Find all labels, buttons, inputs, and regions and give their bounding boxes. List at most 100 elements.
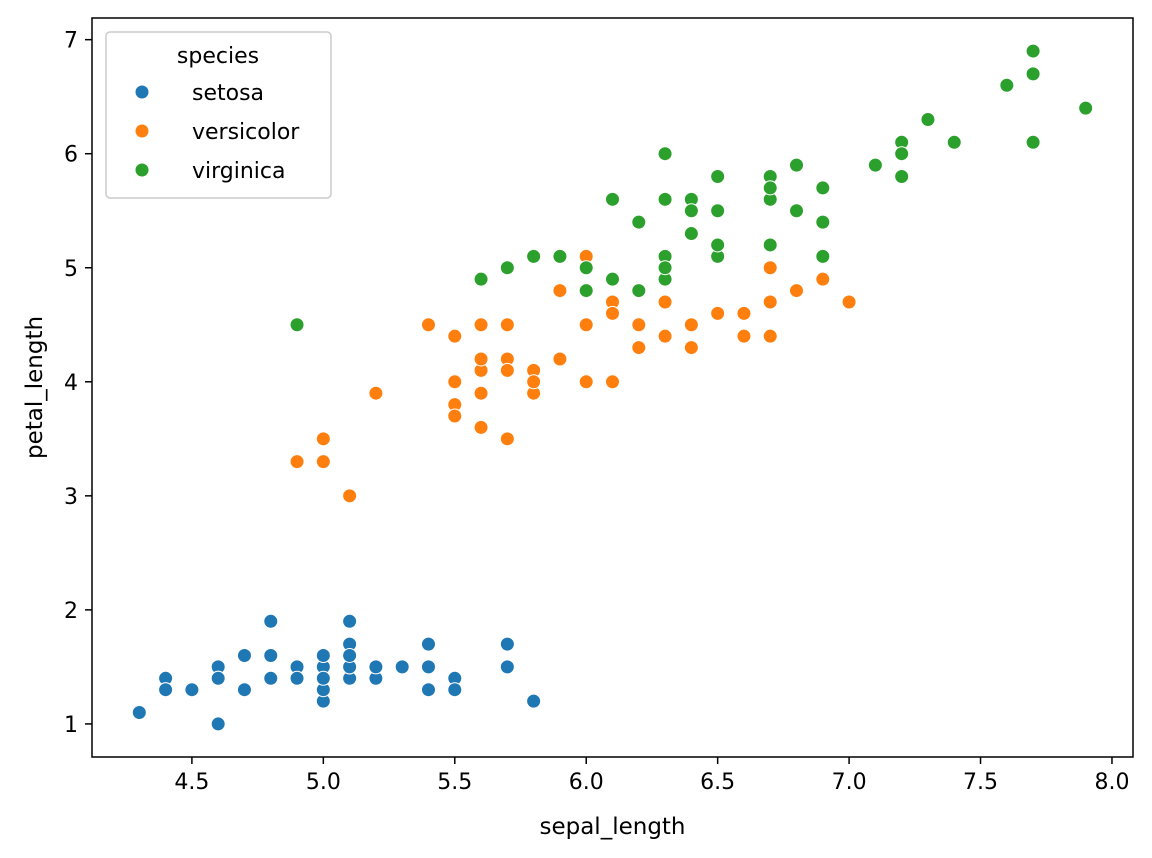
point-versicolor: [762, 328, 778, 344]
point-virginica: [789, 157, 805, 173]
point-virginica: [999, 77, 1015, 93]
point-virginica: [499, 260, 515, 276]
point-versicolor: [473, 317, 489, 333]
point-versicolor: [368, 385, 384, 401]
point-virginica: [657, 191, 673, 207]
y-tick-label: 2: [64, 599, 78, 624]
point-versicolor: [710, 305, 726, 321]
point-setosa: [499, 659, 515, 675]
point-setosa: [420, 659, 436, 675]
x-axis-label: sepal_length: [539, 814, 685, 840]
point-setosa: [447, 682, 463, 698]
point-versicolor: [605, 305, 620, 321]
point-versicolor: [631, 340, 647, 356]
point-versicolor: [815, 271, 831, 287]
point-virginica: [578, 260, 594, 276]
point-virginica: [631, 214, 647, 230]
point-virginica: [683, 226, 699, 242]
plot-area-frame: [91, 17, 1134, 758]
point-versicolor: [473, 419, 489, 435]
point-virginica: [815, 248, 831, 264]
x-tick-label: 5.0: [306, 770, 341, 795]
point-virginica: [657, 146, 673, 162]
point-setosa: [158, 682, 174, 698]
y-axis-ticks: 1 2 3 4 5 6 7: [64, 29, 92, 738]
y-tick-label: 3: [64, 485, 78, 510]
point-virginica: [683, 203, 699, 219]
point-versicolor: [552, 351, 568, 367]
point-virginica: [815, 180, 831, 196]
point-virginica: [473, 271, 489, 287]
point-versicolor: [315, 454, 331, 470]
point-versicolor: [683, 340, 699, 356]
point-setosa: [499, 636, 515, 652]
point-versicolor: [578, 374, 594, 390]
y-tick-label: 1: [64, 713, 78, 738]
point-versicolor: [657, 294, 673, 310]
point-setosa: [263, 613, 279, 629]
point-versicolor: [315, 431, 331, 447]
point-versicolor: [841, 294, 857, 310]
point-setosa: [420, 682, 436, 698]
point-setosa: [315, 648, 331, 664]
point-versicolor: [683, 317, 699, 333]
point-virginica: [920, 111, 936, 127]
point-virginica: [578, 283, 594, 299]
point-versicolor: [762, 294, 778, 310]
point-versicolor: [736, 328, 752, 344]
point-versicolor: [605, 374, 620, 390]
point-virginica: [1025, 66, 1041, 82]
point-versicolor: [289, 454, 305, 470]
point-versicolor: [499, 431, 515, 447]
y-tick-label: 5: [64, 257, 78, 282]
point-setosa: [526, 693, 542, 709]
x-tick-label: 6.5: [700, 770, 735, 795]
point-virginica: [710, 169, 726, 185]
legend-marker-virginica: [134, 162, 150, 178]
point-versicolor: [578, 317, 594, 333]
point-virginica: [894, 146, 910, 162]
point-versicolor: [447, 408, 463, 424]
point-versicolor: [526, 374, 542, 390]
x-tick-label: 8.0: [1094, 770, 1129, 795]
point-versicolor: [342, 488, 358, 504]
point-setosa: [342, 648, 358, 664]
legend-label-versicolor: versicolor: [192, 120, 300, 145]
point-virginica: [762, 180, 778, 196]
point-virginica: [526, 248, 542, 264]
x-tick-label: 4.5: [174, 770, 209, 795]
point-versicolor: [552, 283, 568, 299]
point-setosa: [236, 648, 252, 664]
point-virginica: [867, 157, 883, 173]
point-virginica: [605, 271, 620, 287]
point-versicolor: [447, 374, 463, 390]
point-virginica: [289, 317, 305, 333]
legend-label-virginica: virginica: [192, 159, 286, 184]
point-versicolor: [762, 260, 778, 276]
point-setosa: [289, 670, 305, 686]
x-axis-ticks: 4.5 5.0 5.5 6.0 6.5 7.0 7.5 8.0: [174, 757, 1129, 795]
point-versicolor: [789, 283, 805, 299]
x-tick-label: 6.0: [569, 770, 604, 795]
legend-items: setosa versicolor virginica: [134, 81, 300, 184]
y-tick-label: 6: [64, 143, 78, 168]
point-setosa: [342, 613, 358, 629]
point-setosa: [420, 636, 436, 652]
point-setosa: [263, 648, 279, 664]
point-versicolor: [631, 317, 647, 333]
legend: species setosa versicolor virginica: [105, 31, 332, 199]
legend-label-setosa: setosa: [192, 81, 264, 106]
point-versicolor: [736, 305, 752, 321]
point-setosa: [315, 670, 331, 686]
point-versicolor: [499, 317, 515, 333]
point-versicolor: [447, 328, 463, 344]
point-setosa: [236, 682, 252, 698]
point-virginica: [1078, 100, 1094, 116]
point-setosa: [210, 716, 226, 732]
point-virginica: [710, 237, 726, 253]
point-virginica: [710, 203, 726, 219]
point-virginica: [657, 260, 673, 276]
data-points: [131, 43, 1094, 732]
x-tick-label: 7.0: [832, 770, 867, 795]
point-virginica: [1025, 134, 1041, 150]
